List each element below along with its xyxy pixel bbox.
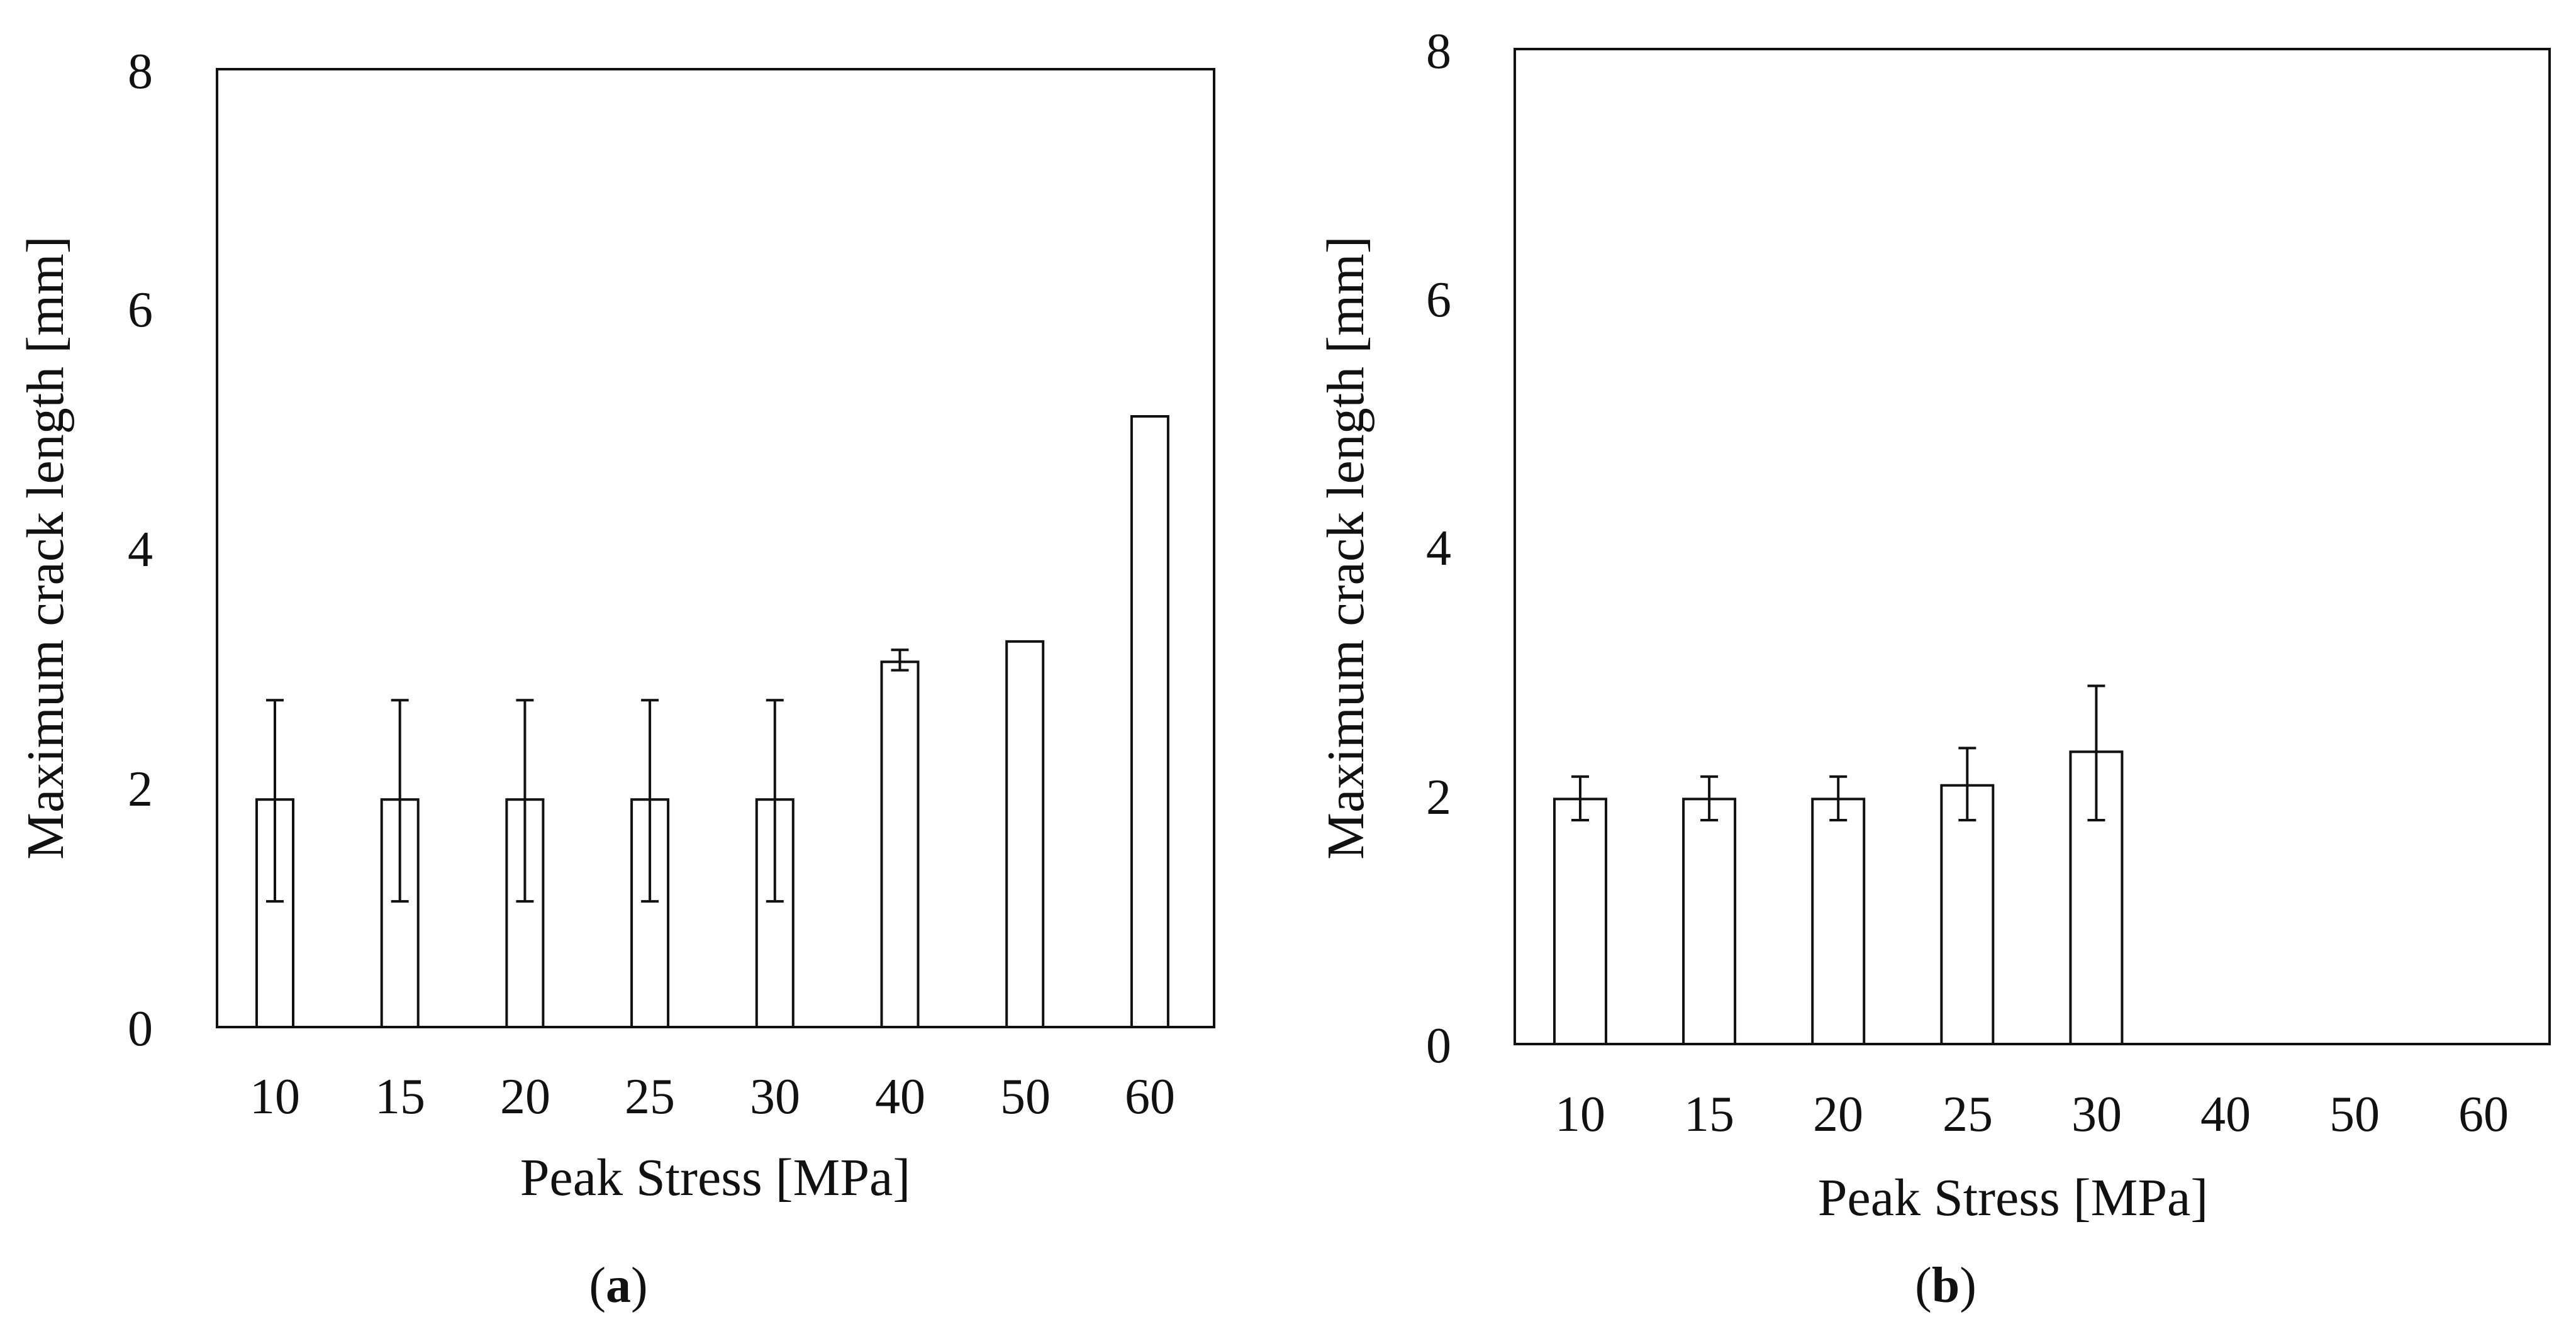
y-tick-label: 8 bbox=[128, 44, 153, 99]
bar bbox=[1682, 798, 1737, 1046]
panel-label-letter: b bbox=[1932, 1258, 1960, 1313]
bar bbox=[1811, 798, 1866, 1046]
y-axis-label: Maximum crack length [mm] bbox=[16, 236, 75, 859]
chart-panel-a: 0 2 4 6 8 10 15 20 25 30 40 50 60 Peak S… bbox=[16, 44, 1215, 1313]
y-tick-label: 0 bbox=[1426, 1018, 1451, 1074]
x-tick-label: 25 bbox=[625, 1069, 675, 1125]
panel-label-open: ( bbox=[1915, 1258, 1932, 1313]
x-axis-ticks: 10 15 20 25 30 40 50 60 bbox=[250, 1069, 1175, 1125]
x-tick-label: 60 bbox=[1125, 1069, 1175, 1125]
panel-label-a: (a) bbox=[589, 1258, 647, 1313]
y-tick-label: 2 bbox=[128, 762, 153, 817]
x-tick-label: 40 bbox=[875, 1069, 925, 1125]
x-tick-label: 20 bbox=[1813, 1087, 1863, 1142]
bar bbox=[880, 660, 920, 1029]
y-tick-label: 0 bbox=[128, 1001, 153, 1057]
y-axis-ticks: 0 2 4 6 8 bbox=[128, 44, 153, 1057]
x-axis-label: Peak Stress [MPa] bbox=[520, 1148, 911, 1207]
x-tick-label: 50 bbox=[2329, 1087, 2380, 1142]
x-axis-ticks: 10 15 20 25 30 40 50 60 bbox=[1555, 1087, 2509, 1142]
x-tick-label: 30 bbox=[2071, 1087, 2122, 1142]
y-tick-label: 4 bbox=[128, 522, 153, 577]
plot-frame bbox=[1514, 48, 2551, 1045]
y-tick-label: 2 bbox=[1426, 770, 1451, 825]
bar bbox=[1005, 640, 1045, 1028]
y-axis-label: Maximum crack length [mm] bbox=[1317, 236, 1375, 859]
bar bbox=[1940, 784, 1995, 1045]
plot-frame bbox=[216, 68, 1215, 1028]
x-tick-label: 40 bbox=[2200, 1087, 2251, 1142]
panel-label-b: (b) bbox=[1915, 1258, 1977, 1313]
y-axis-ticks: 0 2 4 6 8 bbox=[1426, 24, 1451, 1074]
bar bbox=[1130, 415, 1169, 1028]
panel-label-close: ) bbox=[1960, 1258, 1977, 1313]
y-tick-label: 8 bbox=[1426, 24, 1451, 79]
x-tick-label: 15 bbox=[375, 1069, 425, 1125]
panel-label-letter: a bbox=[606, 1258, 631, 1313]
x-tick-label: 10 bbox=[250, 1069, 300, 1125]
x-tick-label: 60 bbox=[2458, 1087, 2509, 1142]
bar-series-b bbox=[1553, 684, 2124, 1046]
x-tick-label: 20 bbox=[500, 1069, 550, 1125]
x-tick-label: 25 bbox=[1943, 1087, 1993, 1142]
y-tick-label: 6 bbox=[128, 282, 153, 338]
panel-label-close: ) bbox=[631, 1258, 648, 1313]
y-tick-label: 4 bbox=[1426, 521, 1451, 576]
bar-series-a bbox=[255, 415, 1169, 1029]
y-tick-label: 6 bbox=[1426, 272, 1451, 328]
panel-label-open: ( bbox=[589, 1258, 606, 1313]
x-axis-label: Peak Stress [MPa] bbox=[1818, 1169, 2209, 1227]
x-tick-label: 10 bbox=[1555, 1087, 1605, 1142]
x-tick-label: 30 bbox=[750, 1069, 800, 1125]
x-tick-label: 15 bbox=[1684, 1087, 1734, 1142]
chart-panel-b: 0 2 4 6 8 10 15 20 25 30 40 50 60 Peak S… bbox=[1317, 24, 2551, 1313]
x-tick-label: 50 bbox=[1000, 1069, 1051, 1125]
bar bbox=[1553, 798, 1607, 1046]
